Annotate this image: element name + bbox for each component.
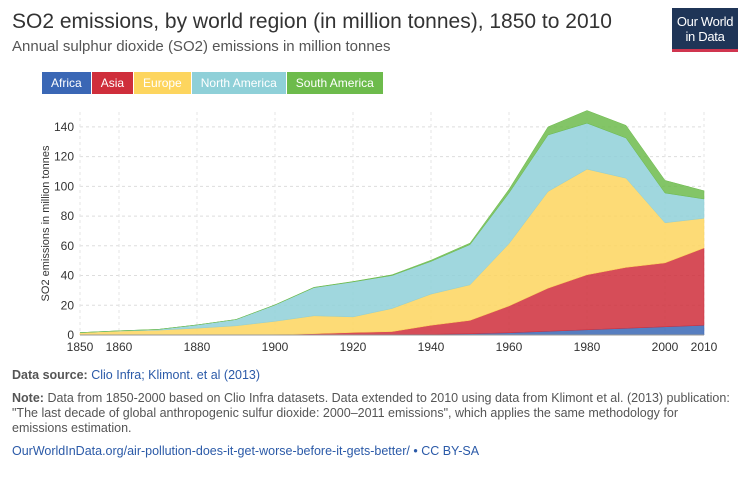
note-label: Note: (12, 391, 44, 405)
y-tick-label: 80 (61, 209, 75, 223)
x-tick-label: 2000 (652, 340, 679, 354)
legend-item-europe[interactable]: Europe (134, 72, 191, 94)
y-tick-label: 20 (61, 298, 75, 312)
chart-subtitle: Annual sulphur dioxide (SO2) emissions i… (12, 38, 391, 55)
source-label: Data source: (12, 368, 88, 382)
x-tick-label: 1900 (262, 340, 289, 354)
legend-item-south-america[interactable]: South America (286, 72, 383, 94)
footer-url: OurWorldInData.org/air-pollution-does-it… (12, 444, 732, 459)
legend-item-asia[interactable]: Asia (91, 72, 134, 94)
owid-url-link[interactable]: OurWorldInData.org/air-pollution-does-it… (12, 444, 410, 458)
owid-logo[interactable]: Our World in Data (672, 8, 738, 52)
y-tick-label: 40 (61, 269, 75, 283)
area-chart: 0 20 40 60 80 100 120 140 1850 1860 1880 1900 1920 19… (40, 110, 718, 354)
legend: Africa Asia Europe North America South A… (42, 72, 384, 94)
y-tick-label: 100 (54, 179, 74, 193)
y-tick-label: 120 (54, 150, 74, 164)
x-tick-label: 1920 (340, 340, 367, 354)
x-tick-label: 1980 (574, 340, 601, 354)
x-tick-label: 1860 (106, 340, 133, 354)
x-tick-label: 1880 (184, 340, 211, 354)
y-axis-label: SO2 emissions in million tonnes (40, 145, 52, 301)
logo-line-2: in Data (685, 29, 725, 44)
x-tick-label: 1960 (496, 340, 523, 354)
x-tick-label: 1850 (67, 340, 94, 354)
area-south-america (79, 110, 705, 333)
note-text: Data from 1850-2000 based on Clio Infra … (12, 391, 730, 435)
data-source: Data source: Clio Infra; Klimont. et al … (12, 368, 732, 383)
x-tick-label: 1940 (418, 340, 445, 354)
source-link[interactable]: Clio Infra; Klimont. et al (2013) (91, 368, 261, 382)
chart-title: SO2 emissions, by world region (in milli… (12, 10, 612, 33)
legend-item-north-america[interactable]: North America (191, 72, 286, 94)
x-tick-label: 2010 (691, 340, 718, 354)
note: Note: Data from 1850-2000 based on Clio … (12, 391, 732, 436)
y-tick-label: 140 (54, 120, 74, 134)
logo-line-1: Our World (676, 14, 734, 29)
legend-item-africa[interactable]: Africa (42, 72, 91, 94)
y-tick-label: 60 (61, 239, 75, 253)
license-link[interactable]: • CC BY-SA (413, 444, 480, 458)
y-tick-label: 0 (67, 328, 74, 342)
